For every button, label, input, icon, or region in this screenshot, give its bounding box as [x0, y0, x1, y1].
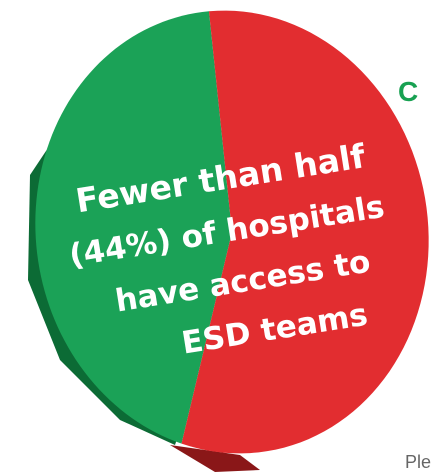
pie-edge-red [170, 445, 260, 472]
pie-slice-red [181, 10, 429, 454]
pie-slices [35, 10, 429, 454]
side-heading-fragment: C [398, 76, 419, 107]
footer-text-fragment: Ple [405, 452, 432, 472]
pie-slice-green [35, 11, 232, 444]
